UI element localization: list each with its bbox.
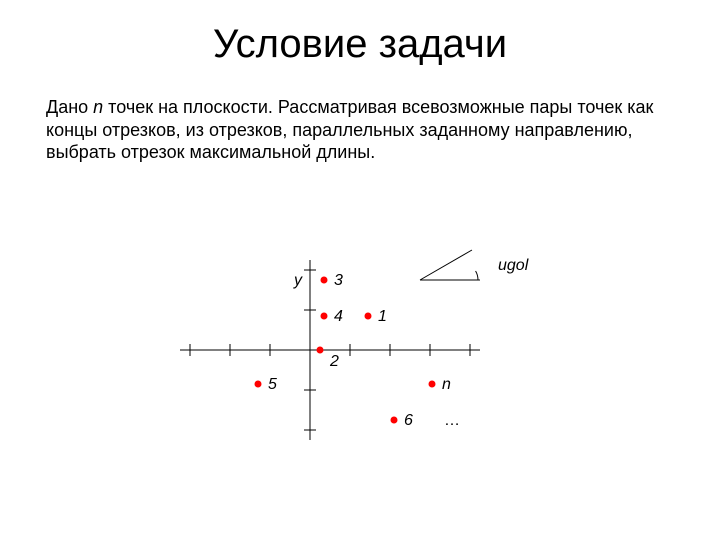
point (321, 313, 328, 320)
point-label: 4 (334, 308, 343, 325)
point (391, 417, 398, 424)
slide: Условие задачи Дано n точек на плоскости… (0, 0, 720, 540)
point (365, 313, 372, 320)
y-axis-label: y (293, 272, 303, 289)
point (255, 381, 262, 388)
angle-ray (420, 250, 472, 280)
point (317, 347, 324, 354)
slide-title: Условие задачи (0, 22, 720, 67)
point-label: 6 (404, 412, 413, 429)
point-label: 1 (378, 308, 387, 325)
given-rest: точек на плоскости. Рассматривая всевозм… (46, 97, 653, 162)
point-label: 2 (329, 353, 339, 370)
angle-arc (476, 271, 478, 280)
problem-statement: Дано n точек на плоскости. Рассматривая … (46, 96, 676, 164)
diagram: xy34125n6…ugol (150, 200, 590, 500)
point-label: 3 (334, 272, 343, 289)
point (321, 277, 328, 284)
point-label: n (442, 376, 451, 393)
given-n: n (93, 97, 103, 117)
given-prefix: Дано (46, 97, 93, 117)
point (429, 381, 436, 388)
ellipsis: … (444, 412, 460, 429)
point-label: 5 (268, 376, 277, 393)
angle-label: ugol (498, 257, 529, 274)
